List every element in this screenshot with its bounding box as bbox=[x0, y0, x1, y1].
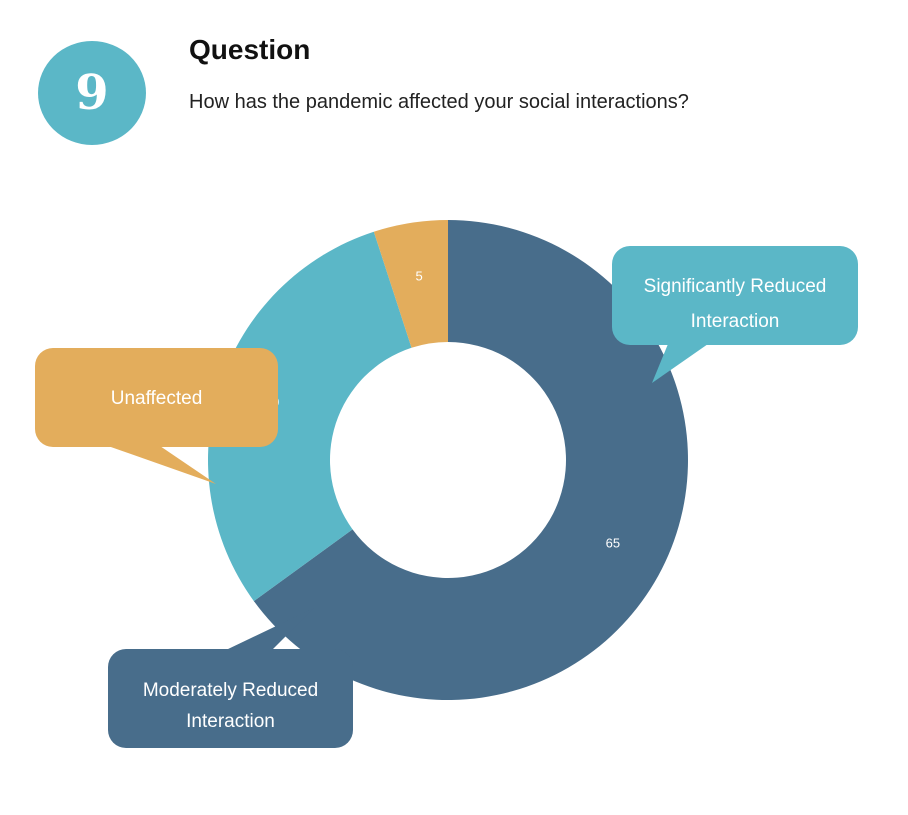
callout-box bbox=[612, 246, 858, 345]
callout-pointer bbox=[652, 344, 708, 383]
donut-slices bbox=[207, 220, 688, 700]
question-number: 9 bbox=[75, 65, 109, 121]
question-heading: Question bbox=[189, 34, 311, 65]
question-number-badge: 9 bbox=[38, 41, 146, 145]
callout-moderately-reduced: Moderately Reduced Interaction bbox=[108, 608, 353, 748]
callout-box bbox=[108, 649, 353, 748]
slice-unaffected bbox=[373, 220, 448, 348]
callout-label: Moderately Reduced bbox=[143, 680, 318, 701]
callout-label: Significantly Reduced bbox=[644, 276, 827, 297]
callout-pointer bbox=[226, 608, 314, 650]
question-text: How has the pandemic affected your socia… bbox=[189, 91, 689, 113]
slice-value-label: 65 bbox=[606, 535, 620, 550]
callout-significantly-reduced: Significantly Reduced Interaction bbox=[612, 246, 858, 383]
callout-label: Unaffected bbox=[111, 388, 203, 409]
callout-unaffected: Unaffected bbox=[35, 348, 278, 484]
slice-value-label: 5 bbox=[415, 269, 422, 284]
slice-moderately-reduced bbox=[207, 231, 412, 602]
slice-significantly-reduced bbox=[253, 220, 688, 700]
callout-label: Interaction bbox=[186, 711, 275, 732]
callout-box bbox=[35, 348, 278, 447]
chart-callouts: Significantly ReducedInteractionModerate… bbox=[35, 246, 858, 748]
callout-label: Interaction bbox=[691, 311, 780, 332]
callout-pointer bbox=[108, 446, 216, 484]
